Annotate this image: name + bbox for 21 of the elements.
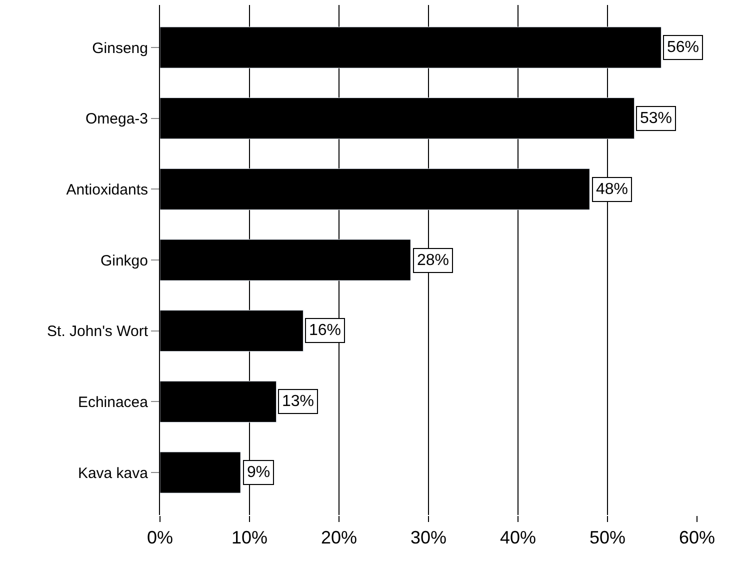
y-tick-label: St. John's Wort bbox=[47, 323, 149, 340]
x-tick-label: 40% bbox=[500, 528, 536, 548]
data-label: 9% bbox=[247, 464, 270, 481]
data-label: 28% bbox=[417, 252, 450, 269]
x-tick-label: 60% bbox=[678, 528, 716, 548]
data-label: 53% bbox=[640, 110, 672, 127]
y-tick-label: Omega-3 bbox=[85, 110, 148, 128]
x-tick-label: 10% bbox=[231, 528, 268, 548]
x-tick-label: 0% bbox=[146, 528, 174, 548]
y-tick-label: Ginkgo bbox=[100, 252, 148, 270]
y-tick-label: Echinacea bbox=[78, 394, 149, 411]
x-tick-label: 20% bbox=[320, 528, 358, 548]
y-tick-label: Kava kava bbox=[78, 464, 149, 482]
x-tick-label: 50% bbox=[589, 528, 626, 548]
x-tick-label: 30% bbox=[410, 528, 447, 548]
data-label: 56% bbox=[667, 39, 700, 56]
y-tick-label: Antioxidants bbox=[66, 181, 148, 198]
data-label: 16% bbox=[309, 322, 342, 339]
data-label: 13% bbox=[282, 393, 314, 410]
y-tick-label: Ginseng bbox=[92, 40, 148, 57]
data-label: 48% bbox=[596, 181, 628, 198]
